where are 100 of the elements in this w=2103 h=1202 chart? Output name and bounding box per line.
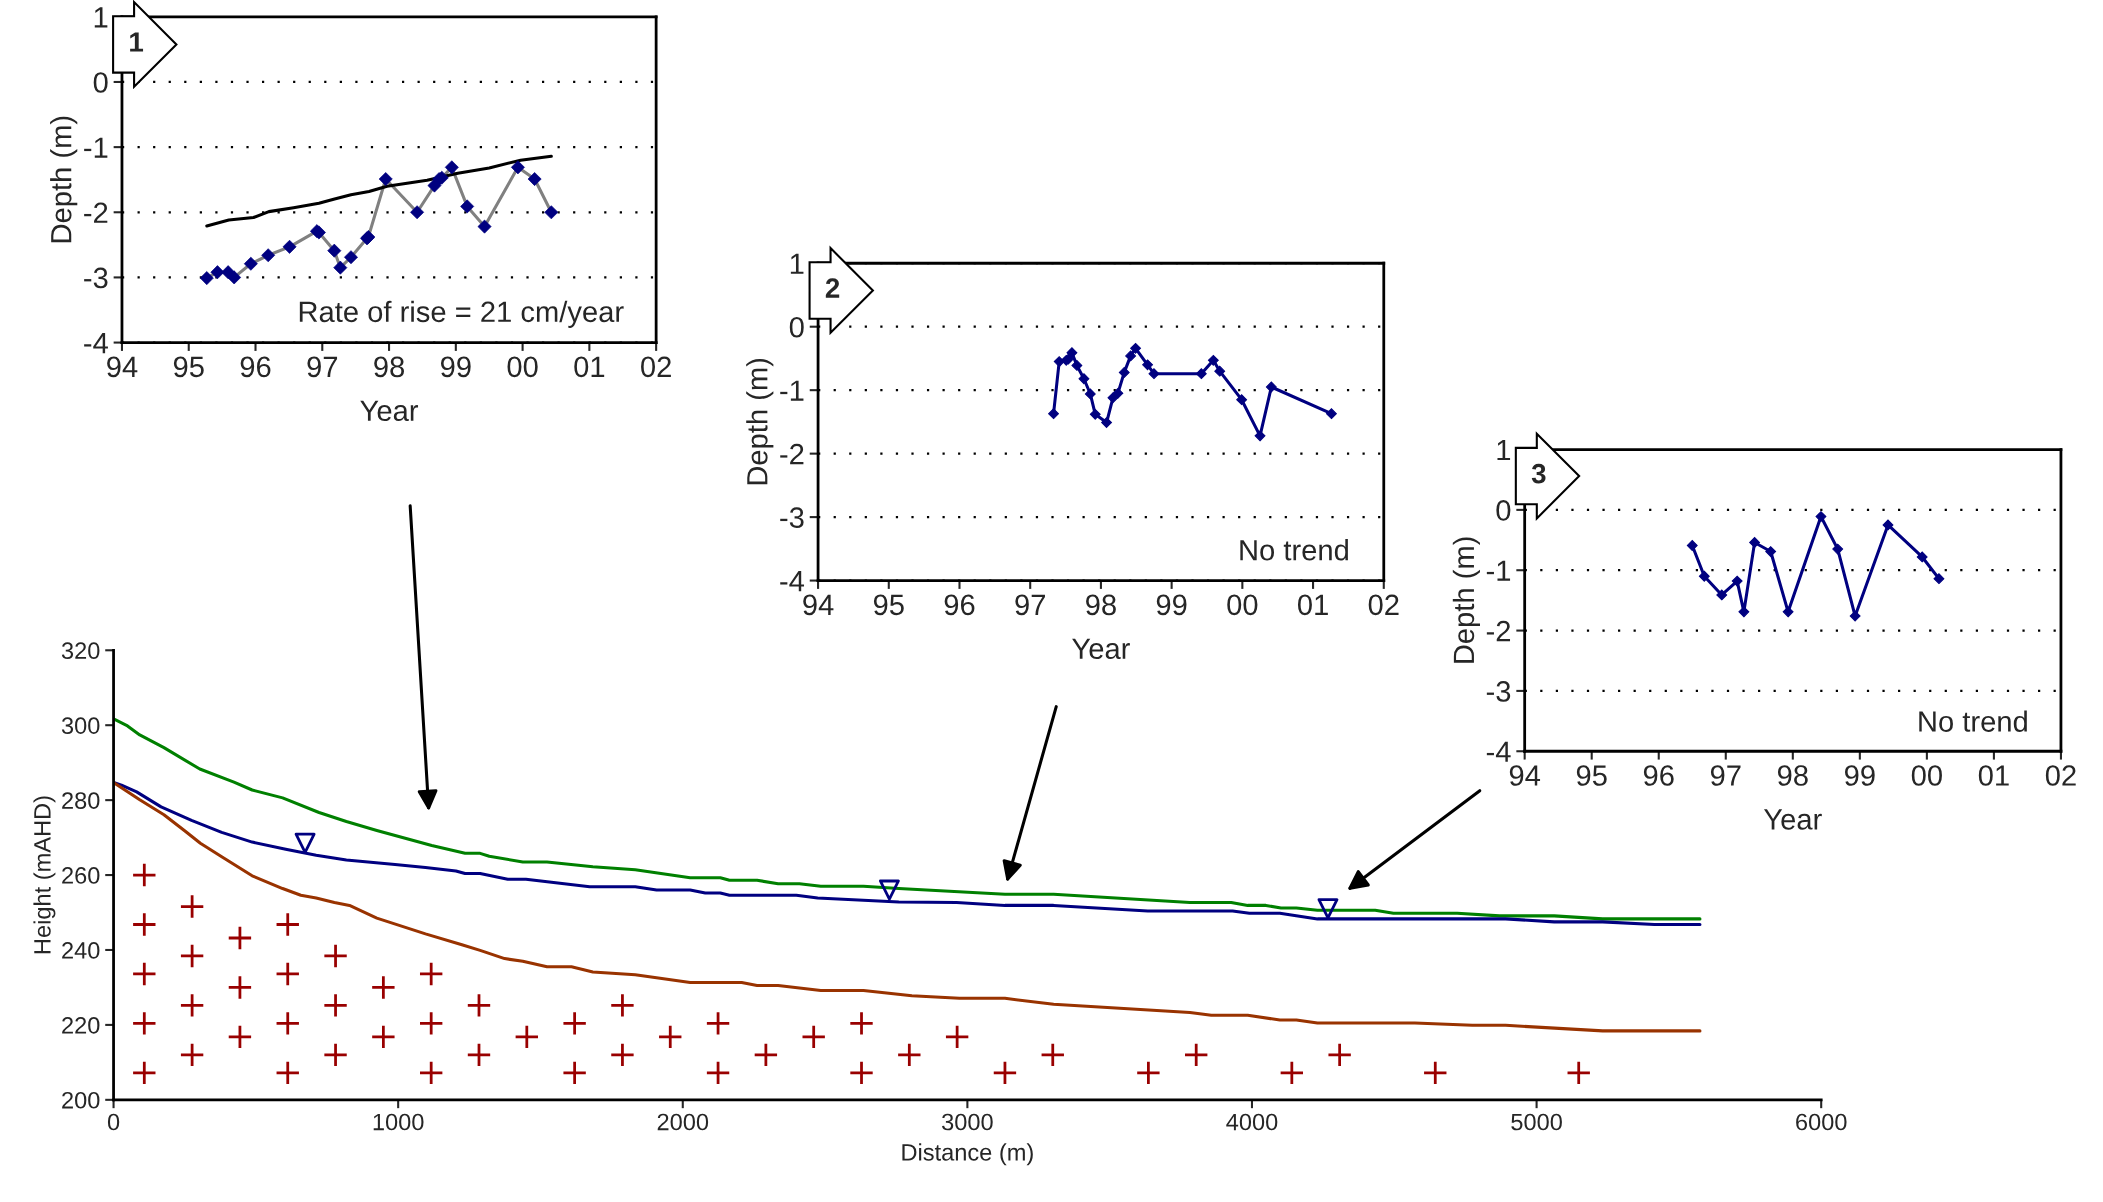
line-series	[113, 717, 1702, 921]
x-tick-label: 95	[873, 594, 904, 616]
x-tick-label: 6000	[1796, 1113, 1847, 1131]
y-tick-label: -4	[84, 333, 108, 354]
x-tick-label: 96	[1643, 765, 1674, 786]
point	[1765, 546, 1777, 557]
x-tick-label: 96	[240, 356, 271, 378]
x-tick-label: 99	[1844, 765, 1875, 786]
point	[1749, 537, 1761, 548]
x-tick-label: 3000	[942, 1113, 993, 1131]
point	[1048, 408, 1059, 420]
annotation: No trend	[1919, 710, 2027, 732]
y-tick-label: 1	[94, 7, 108, 28]
point	[1112, 387, 1124, 399]
point	[1195, 368, 1207, 380]
y-tick-label: 260	[62, 867, 100, 884]
x-tick-label: 02	[1368, 594, 1399, 616]
x-tick-label: 99	[1156, 594, 1187, 616]
y-tick-label: -1	[1486, 560, 1511, 581]
y-tick-label: 0	[93, 72, 108, 93]
y-tick-label: 0	[1496, 500, 1511, 521]
point	[1849, 610, 1861, 622]
annotation: No trend	[1240, 539, 1348, 561]
x-tick-label: 94	[803, 594, 834, 616]
point	[1686, 540, 1698, 551]
y-tick-label: 300	[61, 717, 100, 734]
y-axis-title: Height (mAHD)	[33, 796, 56, 954]
point	[1207, 354, 1219, 366]
point	[1716, 589, 1728, 601]
x-tick-label: 01	[574, 356, 605, 378]
x-tick-label: 98	[374, 356, 405, 378]
point	[1101, 417, 1113, 428]
point	[878, 879, 900, 901]
y-tick-label: -3	[1486, 681, 1511, 702]
x-tick-label: 4000	[1226, 1113, 1278, 1131]
x-tick-label: 01	[1297, 594, 1328, 616]
y-tick-label: 200	[62, 1091, 100, 1109]
x-axis-title: Year	[1763, 809, 1822, 830]
y-tick-label: 1	[790, 253, 804, 274]
point	[1125, 350, 1137, 362]
point	[1148, 368, 1160, 380]
y-tick-label: 320	[61, 642, 100, 660]
point	[1933, 573, 1945, 585]
point	[1317, 898, 1339, 920]
point	[1071, 359, 1083, 371]
y-tick-label: -4	[1486, 741, 1511, 762]
y-tick-label: -2	[780, 443, 804, 465]
annotation: Rate of rise = 21 cm/year	[299, 300, 624, 328]
point	[1214, 365, 1226, 377]
x-tick-label: 94	[1509, 765, 1541, 786]
point	[1142, 359, 1154, 371]
x-tick-label: 00	[1227, 594, 1258, 616]
point	[1882, 519, 1894, 531]
x-tick-label: 99	[440, 356, 471, 378]
x-tick-label: 98	[1777, 765, 1808, 786]
y-tick-label: 280	[62, 792, 100, 809]
y-tick-label: -2	[84, 202, 108, 223]
point	[1916, 551, 1928, 563]
x-axis-title: Distance (m)	[902, 1143, 1033, 1166]
x-tick-label: 95	[173, 356, 204, 378]
y-tick-label: -3	[84, 267, 108, 289]
point	[1053, 356, 1065, 368]
point	[1130, 342, 1141, 354]
y-axis-title: Depth (m)	[746, 358, 774, 485]
x-tick-label: 1000	[373, 1113, 424, 1131]
y-tick-label: -2	[1486, 620, 1511, 642]
point	[1698, 570, 1710, 582]
point	[1265, 381, 1277, 393]
point	[1089, 408, 1101, 420]
point	[1078, 373, 1090, 385]
x-tick-label: 97	[1710, 765, 1741, 786]
point	[1731, 575, 1743, 587]
x-tick-label: 5000	[1511, 1113, 1562, 1131]
x-tick-label: 02	[641, 356, 671, 378]
point	[1084, 388, 1096, 400]
x-tick-label: 95	[1576, 765, 1607, 786]
x-tick-label: 00	[507, 356, 538, 378]
chart-title: 3	[1531, 463, 1546, 484]
point	[294, 832, 316, 854]
x-tick-label: 02	[2045, 765, 2076, 786]
x-tick-label: 97	[307, 356, 338, 378]
x-tick-label: 97	[1015, 594, 1045, 616]
x-tick-label: 98	[1086, 594, 1116, 616]
x-axis-title: Year	[360, 400, 419, 422]
point	[1326, 408, 1337, 420]
y-tick-label: 240	[62, 942, 100, 959]
x-axis-title: Year	[1072, 638, 1130, 660]
point	[1254, 430, 1266, 442]
y-axis-title: Depth (m)	[1452, 537, 1480, 663]
y-tick-label: -1	[780, 380, 804, 401]
point	[1236, 394, 1248, 406]
chart-title: 1	[130, 32, 144, 52]
point	[1782, 606, 1794, 618]
y-tick-label: -3	[780, 507, 804, 528]
x-tick-label: 00	[1911, 765, 1942, 786]
x-tick-label: 0	[107, 1113, 120, 1131]
x-tick-label: 2000	[657, 1113, 709, 1131]
point	[1832, 543, 1844, 555]
point	[1118, 366, 1130, 378]
x-tick-label: 94	[107, 356, 138, 378]
